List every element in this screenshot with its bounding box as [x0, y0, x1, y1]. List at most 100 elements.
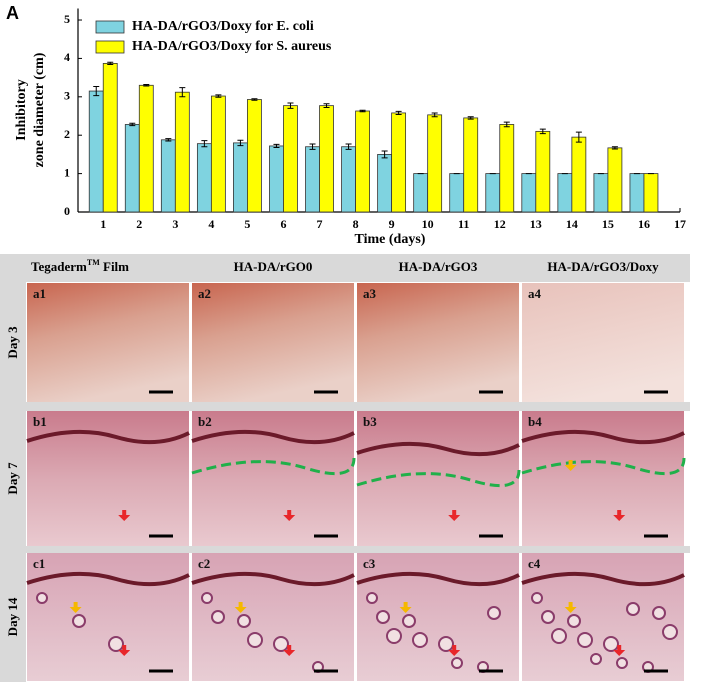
- row-gap: [26, 402, 690, 411]
- y-tick-label: 4: [64, 50, 70, 64]
- bar: [138, 84, 154, 213]
- bar: [341, 146, 356, 213]
- follicle: [652, 606, 666, 620]
- epidermis: [191, 571, 355, 587]
- cell-label: b3: [363, 414, 377, 429]
- bar: [413, 173, 429, 213]
- x-tick-label: 10: [422, 217, 434, 231]
- bar: [377, 154, 393, 213]
- bar: [210, 95, 226, 213]
- legend-label: HA-DA/rGO3/Doxy for E. coli: [132, 19, 314, 34]
- error-bar: [179, 87, 186, 98]
- follicle: [386, 628, 402, 644]
- bar: [463, 117, 479, 213]
- error-bar: [251, 98, 258, 101]
- bar: [196, 143, 212, 213]
- cell-label: a1: [33, 286, 46, 301]
- error-bar: [359, 109, 366, 113]
- row-gap: [26, 546, 690, 553]
- error-bar: [395, 110, 402, 115]
- histology-image: [192, 283, 354, 402]
- cell-label: c2: [198, 556, 210, 571]
- bar: [535, 130, 551, 213]
- x-tick-label: 4: [208, 217, 214, 231]
- bar: [88, 90, 104, 213]
- follicle: [603, 636, 619, 652]
- cell-label: b1: [33, 414, 47, 429]
- column-header: TegadermTM Film: [31, 258, 129, 274]
- row-label: Day 7: [5, 462, 20, 495]
- cell-label: c1: [33, 556, 45, 571]
- error-bar: [143, 84, 150, 87]
- x-tick-label: 5: [244, 217, 250, 231]
- y-axis-label: zone diameter (cm): [32, 52, 47, 167]
- bar: [319, 105, 334, 213]
- x-tick-label: 12: [494, 217, 506, 231]
- column-header: HA-DA/rGO3: [399, 259, 478, 274]
- x-tick-label: 6: [280, 217, 286, 231]
- row-label: Day 14: [5, 597, 20, 636]
- error-bar: [503, 121, 510, 128]
- x-tick-label: 16: [638, 217, 650, 231]
- column-header-part: TM: [87, 258, 100, 267]
- cell-label: a4: [528, 286, 542, 301]
- epidermis: [356, 441, 520, 457]
- bar: [593, 173, 609, 213]
- error-bar: [575, 131, 582, 143]
- bar: [174, 91, 190, 213]
- epidermis: [356, 571, 520, 587]
- bar: [643, 173, 659, 213]
- bar: [391, 112, 407, 213]
- epidermis: [521, 429, 685, 445]
- bar: [629, 173, 645, 213]
- x-axis-label: Time (days): [355, 232, 426, 247]
- panel-label: A: [6, 3, 19, 23]
- bar: [305, 146, 320, 213]
- legend-swatch: [95, 40, 125, 54]
- follicle: [72, 614, 86, 628]
- arrow: [564, 460, 577, 471]
- histology-image: [357, 283, 519, 402]
- follicle: [577, 632, 593, 648]
- bar: [355, 110, 370, 213]
- y-tick-label: 1: [64, 165, 70, 179]
- follicle: [412, 632, 428, 648]
- follicle: [626, 602, 640, 616]
- x-tick-label: 1: [100, 217, 106, 231]
- bar: [499, 124, 515, 213]
- bar: [571, 136, 587, 213]
- y-axis-label: Inhibitory: [14, 79, 29, 140]
- follicle: [211, 610, 225, 624]
- column-header-part: Tegaderm: [31, 259, 87, 274]
- header-bg: [0, 254, 690, 282]
- bar: [160, 139, 176, 213]
- legend-swatch: [95, 20, 125, 34]
- arrow: [283, 645, 296, 656]
- error-bar: [93, 85, 100, 97]
- bar: [557, 173, 573, 213]
- bar: [124, 124, 140, 213]
- histology-image: [522, 411, 684, 546]
- boundary: [356, 469, 521, 488]
- error-bar: [129, 122, 136, 127]
- cell-label: b4: [528, 414, 542, 429]
- error-bar: [539, 128, 546, 135]
- follicle: [487, 606, 501, 620]
- epidermis: [191, 429, 355, 445]
- follicle: [551, 628, 567, 644]
- follicle: [402, 614, 416, 628]
- follicle: [531, 592, 543, 604]
- error-bar: [237, 139, 244, 147]
- x-tick-label: 2: [136, 217, 142, 231]
- x-tick-label: 13: [530, 217, 542, 231]
- bar: [233, 142, 248, 213]
- bar: [102, 63, 118, 213]
- error-bar: [165, 138, 172, 142]
- bar: [521, 173, 537, 213]
- error-bar: [431, 112, 438, 118]
- arrow: [234, 602, 247, 613]
- bar: [449, 173, 465, 213]
- bar: [427, 114, 443, 213]
- follicle: [201, 592, 213, 604]
